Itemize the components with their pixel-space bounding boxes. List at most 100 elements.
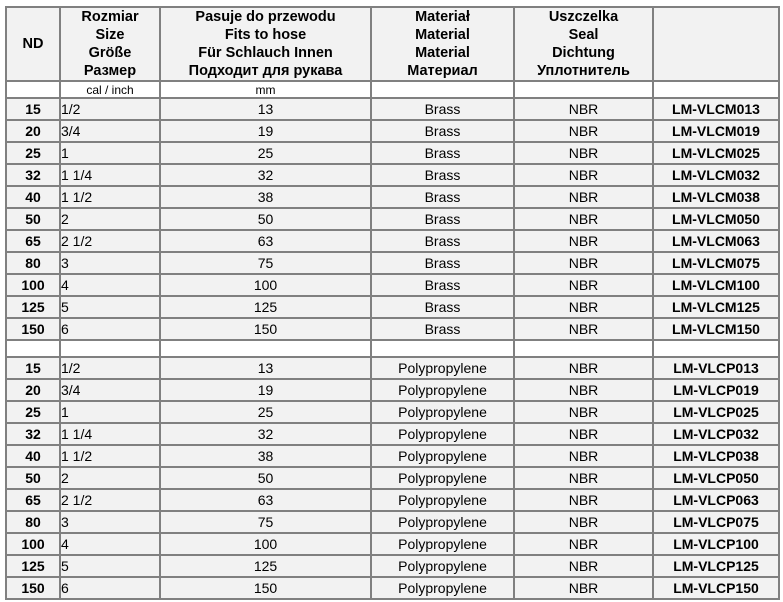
- cell-seal: NBR: [513, 510, 654, 534]
- table-row: 40 1 1/2 38 Polypropylene NBR LM-VLCP038: [5, 444, 780, 468]
- cell-size: 1 1/4: [59, 422, 161, 446]
- table-row: 15 1/2 13 Brass NBR LM-VLCM013: [5, 97, 780, 121]
- table-row: 80 3 75 Brass NBR LM-VLCM075: [5, 251, 780, 275]
- cell-hose: 38: [159, 444, 372, 468]
- cell-nd: 40: [5, 185, 61, 209]
- table-row: 65 2 1/2 63 Polypropylene NBR LM-VLCP063: [5, 488, 780, 512]
- separator-row: [5, 339, 780, 358]
- separator-cell: [370, 339, 515, 358]
- cell-material: Polypropylene: [370, 378, 515, 402]
- table-row: 20 3/4 19 Brass NBR LM-VLCM019: [5, 119, 780, 143]
- separator-cell: [159, 339, 372, 358]
- cell-size: 4: [59, 273, 161, 297]
- cell-hose: 63: [159, 229, 372, 253]
- cell-size: 5: [59, 295, 161, 319]
- cell-size: 3: [59, 510, 161, 534]
- cell-nd: 15: [5, 356, 61, 380]
- cell-code: LM-VLCP125: [652, 554, 780, 578]
- header-seal-de: Dichtung: [552, 45, 615, 61]
- header-seal-pl: Uszczelka: [548, 9, 619, 25]
- cell-material: Brass: [370, 97, 515, 121]
- cell-hose: 150: [159, 576, 372, 600]
- cell-material: Brass: [370, 295, 515, 319]
- cell-material: Polypropylene: [370, 356, 515, 380]
- cell-material: Brass: [370, 229, 515, 253]
- cell-hose: 32: [159, 163, 372, 187]
- cell-size: 3/4: [59, 119, 161, 143]
- cell-material: Polypropylene: [370, 532, 515, 556]
- separator-cell: [5, 339, 61, 358]
- cell-code: LM-VLCM100: [652, 273, 780, 297]
- cell-material: Polypropylene: [370, 488, 515, 512]
- cell-nd: 15: [5, 97, 61, 121]
- cell-hose: 100: [159, 532, 372, 556]
- cell-seal: NBR: [513, 97, 654, 121]
- header-seal: Uszczelka Seal Dichtung Уплотнитель: [513, 6, 654, 82]
- cell-code: LM-VLCP100: [652, 532, 780, 556]
- cell-nd: 32: [5, 422, 61, 446]
- table-row: 25 1 25 Polypropylene NBR LM-VLCP025: [5, 400, 780, 424]
- header-hose-en: Fits to hose: [224, 27, 307, 43]
- cell-nd: 150: [5, 317, 61, 341]
- product-table: ND Rozmiar Size Größe Размер Pasuje do p…: [5, 6, 780, 600]
- cell-hose: 125: [159, 295, 372, 319]
- cell-seal: NBR: [513, 273, 654, 297]
- header-hose-pl: Pasuje do przewodu: [195, 9, 336, 25]
- cell-size: 2 1/2: [59, 488, 161, 512]
- cell-hose: 125: [159, 554, 372, 578]
- header-material-de: Material: [415, 45, 470, 61]
- cell-nd: 20: [5, 378, 61, 402]
- cell-size: 6: [59, 576, 161, 600]
- cell-hose: 75: [159, 251, 372, 275]
- cell-code: LM-VLCM032: [652, 163, 780, 187]
- cell-seal: NBR: [513, 554, 654, 578]
- cell-size: 1 1/4: [59, 163, 161, 187]
- header-seal-ru: Уплотнитель: [537, 63, 630, 79]
- cell-hose: 63: [159, 488, 372, 512]
- cell-size: 6: [59, 317, 161, 341]
- table-row: 100 4 100 Polypropylene NBR LM-VLCP100: [5, 532, 780, 556]
- cell-size: 2: [59, 207, 161, 231]
- cell-seal: NBR: [513, 229, 654, 253]
- table-row: 32 1 1/4 32 Polypropylene NBR LM-VLCP032: [5, 422, 780, 446]
- cell-size: 1: [59, 400, 161, 424]
- unit-material: [370, 80, 515, 99]
- cell-code: LM-VLCM063: [652, 229, 780, 253]
- cell-seal: NBR: [513, 400, 654, 424]
- cell-material: Polypropylene: [370, 576, 515, 600]
- cell-material: Brass: [370, 273, 515, 297]
- separator-cell: [652, 339, 780, 358]
- cell-hose: 50: [159, 207, 372, 231]
- cell-seal: NBR: [513, 185, 654, 209]
- table-row: 40 1 1/2 38 Brass NBR LM-VLCM038: [5, 185, 780, 209]
- unit-nd: [5, 80, 61, 99]
- header-size-en: Size: [95, 27, 125, 43]
- header-hose-ru: Подходит для рукава: [188, 63, 343, 79]
- cell-code: LM-VLCM013: [652, 97, 780, 121]
- cell-nd: 25: [5, 400, 61, 424]
- cell-size: 2: [59, 466, 161, 490]
- header-hose-de: Für Schlauch Innen: [198, 45, 333, 61]
- unit-hose: mm: [159, 80, 372, 99]
- cell-material: Brass: [370, 163, 515, 187]
- cell-code: LM-VLCM125: [652, 295, 780, 319]
- cell-nd: 100: [5, 273, 61, 297]
- cell-material: Brass: [370, 207, 515, 231]
- cell-material: Brass: [370, 119, 515, 143]
- cell-material: Polypropylene: [370, 422, 515, 446]
- header-seal-en: Seal: [568, 27, 599, 43]
- cell-seal: NBR: [513, 488, 654, 512]
- cell-size: 2 1/2: [59, 229, 161, 253]
- cell-code: LM-VLCP150: [652, 576, 780, 600]
- cell-code: LM-VLCP032: [652, 422, 780, 446]
- cell-code: LM-VLCP075: [652, 510, 780, 534]
- header-material-pl: Materiał: [415, 9, 470, 25]
- header-code: [652, 6, 780, 82]
- cell-seal: NBR: [513, 466, 654, 490]
- cell-code: LM-VLCP025: [652, 400, 780, 424]
- cell-seal: NBR: [513, 207, 654, 231]
- header-material-en: Material: [415, 27, 470, 43]
- cell-nd: 125: [5, 295, 61, 319]
- header-size-pl: Rozmiar: [81, 9, 139, 25]
- cell-seal: NBR: [513, 317, 654, 341]
